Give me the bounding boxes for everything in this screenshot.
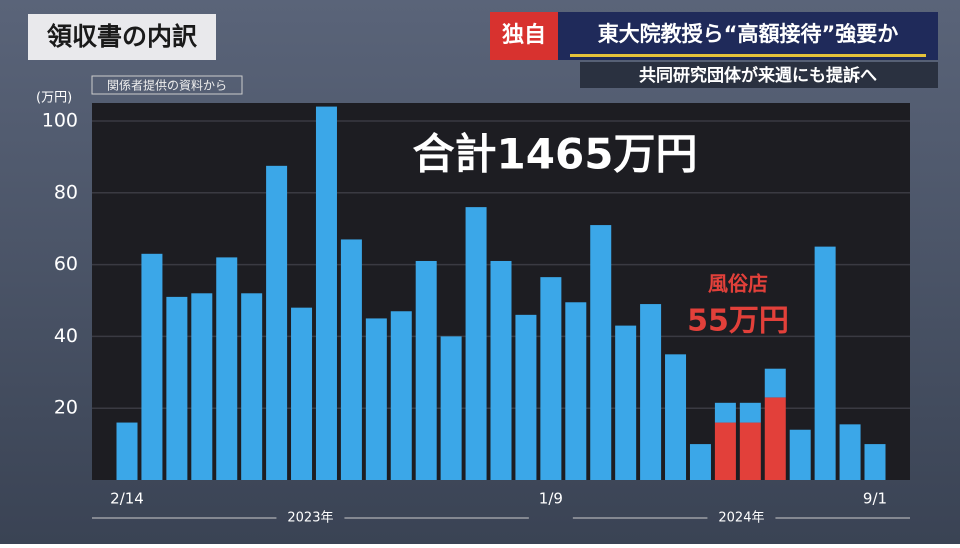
x-tick-label: 9/1 bbox=[863, 490, 887, 508]
bar bbox=[216, 257, 238, 480]
bar bbox=[515, 314, 537, 480]
badge-box bbox=[490, 12, 558, 60]
bar bbox=[540, 277, 562, 480]
y-tick-label: 20 bbox=[54, 397, 78, 419]
bar bbox=[864, 444, 886, 480]
bar bbox=[739, 402, 761, 423]
headline-underline bbox=[570, 54, 926, 57]
bar bbox=[789, 429, 811, 480]
y-tick-label: 40 bbox=[54, 325, 78, 347]
badge: 独自 bbox=[502, 22, 546, 48]
bar bbox=[714, 402, 736, 423]
panel-title-box bbox=[28, 14, 216, 60]
y-axis-label: (万円) bbox=[36, 91, 72, 106]
bar bbox=[565, 302, 587, 480]
subhead: 共同研究団体が来週にも提訴へ bbox=[639, 65, 877, 86]
source: 関係者提供の資料から bbox=[107, 78, 227, 93]
bar bbox=[465, 207, 487, 480]
bar bbox=[191, 293, 213, 480]
bar bbox=[440, 336, 462, 480]
bar bbox=[315, 106, 337, 480]
bar bbox=[739, 422, 761, 480]
annotation-title: 風俗店 bbox=[708, 272, 768, 296]
bar bbox=[390, 311, 412, 480]
bar bbox=[266, 165, 288, 481]
bar bbox=[839, 424, 861, 480]
bar bbox=[590, 225, 612, 480]
headline: 東大院教授ら“高額接待”強要か bbox=[598, 22, 899, 46]
subhead-box bbox=[580, 62, 938, 88]
bar bbox=[615, 325, 637, 480]
total-label: 合計1465万円 bbox=[413, 130, 698, 179]
bar bbox=[415, 260, 437, 480]
bar bbox=[365, 318, 387, 480]
bar bbox=[640, 304, 662, 480]
x-tick-label: 2/14 bbox=[110, 490, 144, 508]
headline-box bbox=[558, 12, 938, 60]
bar bbox=[814, 246, 836, 480]
y-tick-label: 100 bbox=[42, 109, 78, 131]
bar bbox=[291, 307, 313, 480]
bar bbox=[689, 444, 711, 480]
year-label: 2023年 bbox=[287, 511, 333, 526]
bar bbox=[141, 253, 163, 480]
x-tick-label: 1/9 bbox=[539, 490, 563, 508]
bar bbox=[340, 239, 362, 480]
bar bbox=[116, 422, 138, 480]
y-tick-label: 80 bbox=[54, 181, 78, 203]
bar bbox=[166, 296, 188, 480]
y-tick-label: 60 bbox=[54, 253, 78, 275]
bar bbox=[241, 293, 263, 480]
bar bbox=[764, 397, 786, 480]
panel-title: 領収書の内訳 bbox=[47, 22, 198, 51]
bar bbox=[490, 260, 512, 480]
bar bbox=[764, 368, 786, 398]
year-label: 2024年 bbox=[718, 511, 764, 526]
bar bbox=[665, 354, 687, 480]
source-box bbox=[91, 75, 243, 95]
bar bbox=[714, 422, 736, 480]
annotation-text: 55万円 bbox=[687, 304, 789, 339]
